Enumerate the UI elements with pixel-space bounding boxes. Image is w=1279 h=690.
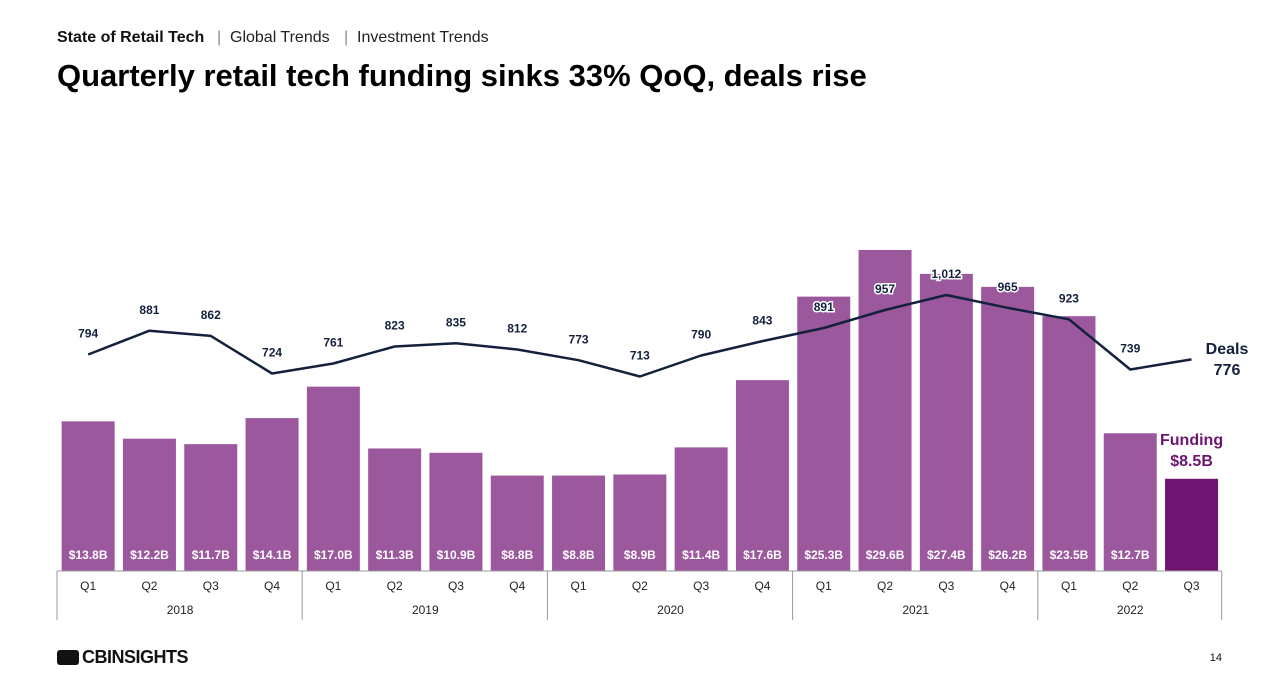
x-tick-label: Q4 bbox=[509, 579, 525, 593]
deals-line bbox=[87, 293, 1192, 378]
bar-value-label: $23.5B bbox=[1050, 548, 1089, 562]
deal-value-label: 713 bbox=[630, 349, 650, 363]
bar bbox=[735, 380, 789, 571]
x-tick-label: Q4 bbox=[264, 579, 280, 593]
bar-value-label: $11.3B bbox=[376, 548, 414, 562]
bar bbox=[1165, 478, 1219, 571]
bar-value-label: $10.9B bbox=[437, 548, 476, 562]
x-tick-label: Q2 bbox=[877, 579, 893, 593]
deal-value-label: 790 bbox=[691, 328, 711, 342]
page-number: 14 bbox=[1210, 652, 1222, 664]
deal-value-label: 957 bbox=[875, 282, 895, 296]
bar-value-label: $8.8B bbox=[501, 548, 533, 562]
bar bbox=[981, 286, 1035, 571]
deal-value-label: 862 bbox=[201, 308, 221, 322]
bar-value-label: $12.7B bbox=[1111, 548, 1150, 562]
bar bbox=[368, 448, 422, 571]
bar bbox=[245, 418, 299, 571]
x-tick-label: Q2 bbox=[1122, 579, 1138, 593]
bar-value-label: $12.2B bbox=[130, 548, 169, 562]
deal-value-label: 773 bbox=[569, 332, 589, 346]
bar-value-label: $8.8B bbox=[563, 548, 595, 562]
bar bbox=[61, 421, 115, 571]
x-tick-label: Q1 bbox=[816, 579, 832, 593]
x-tick-label: Q2 bbox=[141, 579, 157, 593]
x-tick-label: Q1 bbox=[571, 579, 587, 593]
deal-value-label: 1,012 bbox=[931, 267, 961, 281]
deal-value-label: 881 bbox=[139, 303, 159, 317]
bar-value-label: $29.6B bbox=[866, 548, 905, 562]
deal-value-label: 761 bbox=[323, 336, 343, 350]
bar bbox=[429, 452, 483, 571]
breadcrumb: Global Trends bbox=[230, 29, 330, 46]
deal-value-label: 965 bbox=[998, 280, 1018, 294]
deal-value-label: 835 bbox=[446, 315, 466, 329]
bar bbox=[1042, 316, 1096, 571]
deal-value-label: 794 bbox=[78, 327, 98, 341]
bar-value-label: $11.4B bbox=[682, 548, 720, 562]
x-tick-label: Q2 bbox=[387, 579, 403, 593]
bar-value-label: $25.3B bbox=[804, 548, 843, 562]
funding-value-label: $8.5B bbox=[1170, 453, 1213, 470]
bar-value-label: $27.4B bbox=[927, 548, 966, 562]
x-group-label: 2020 bbox=[657, 603, 684, 617]
deal-value-label: 923 bbox=[1059, 291, 1079, 305]
bar bbox=[122, 438, 176, 571]
bar-value-label: $13.8B bbox=[69, 548, 108, 562]
deal-value-label: 812 bbox=[507, 322, 527, 336]
bar bbox=[797, 296, 851, 571]
x-tick-label: Q4 bbox=[754, 579, 770, 593]
bar-value-label: $17.0B bbox=[314, 548, 353, 562]
x-tick-label: Q3 bbox=[693, 579, 709, 593]
x-tick-label: Q3 bbox=[938, 579, 954, 593]
bar-value-label: $14.1B bbox=[253, 548, 292, 562]
bar-value-label: $8.9B bbox=[624, 548, 656, 562]
deal-value-label: 891 bbox=[814, 300, 834, 314]
bar bbox=[1103, 433, 1157, 571]
bar bbox=[552, 475, 606, 571]
deal-value-label: 823 bbox=[385, 319, 405, 333]
x-group-label: 2021 bbox=[902, 603, 929, 617]
x-tick-label: Q3 bbox=[448, 579, 464, 593]
logo: CBINSIGHTS bbox=[82, 647, 189, 667]
deals-value-label: 776 bbox=[1214, 362, 1241, 379]
bar bbox=[490, 475, 544, 571]
bar-value-label: $26.2B bbox=[988, 548, 1027, 562]
deal-value-label: 843 bbox=[752, 313, 772, 327]
breadcrumb: Investment Trends bbox=[357, 29, 489, 46]
bar bbox=[674, 447, 728, 571]
x-tick-label: Q1 bbox=[325, 579, 341, 593]
x-group-label: 2019 bbox=[412, 603, 439, 617]
x-tick-label: Q4 bbox=[1000, 579, 1016, 593]
x-tick-label: Q1 bbox=[1061, 579, 1077, 593]
x-group-label: 2022 bbox=[1117, 603, 1144, 617]
section-title: State of Retail Tech bbox=[57, 29, 204, 46]
bar bbox=[858, 250, 912, 571]
deal-value-label: 739 bbox=[1120, 342, 1140, 356]
bar bbox=[919, 273, 973, 571]
x-tick-label: Q3 bbox=[203, 579, 219, 593]
x-group-label: 2018 bbox=[167, 603, 194, 617]
deals-label: Deals bbox=[1206, 341, 1249, 358]
x-tick-label: Q1 bbox=[80, 579, 96, 593]
separator: | bbox=[217, 29, 221, 46]
deal-value-label: 724 bbox=[262, 346, 282, 360]
funding-label: Funding bbox=[1160, 432, 1223, 449]
chart-title: Quarterly retail tech funding sinks 33% … bbox=[57, 58, 867, 93]
bar bbox=[306, 386, 360, 571]
bar bbox=[184, 444, 238, 571]
bar-value-label: $11.7B bbox=[192, 548, 230, 562]
separator: | bbox=[344, 29, 348, 46]
logo-icon bbox=[57, 650, 79, 665]
x-tick-label: Q2 bbox=[632, 579, 648, 593]
x-tick-label: Q3 bbox=[1184, 579, 1200, 593]
bar bbox=[613, 474, 667, 571]
bar-value-label: $17.6B bbox=[743, 548, 782, 562]
